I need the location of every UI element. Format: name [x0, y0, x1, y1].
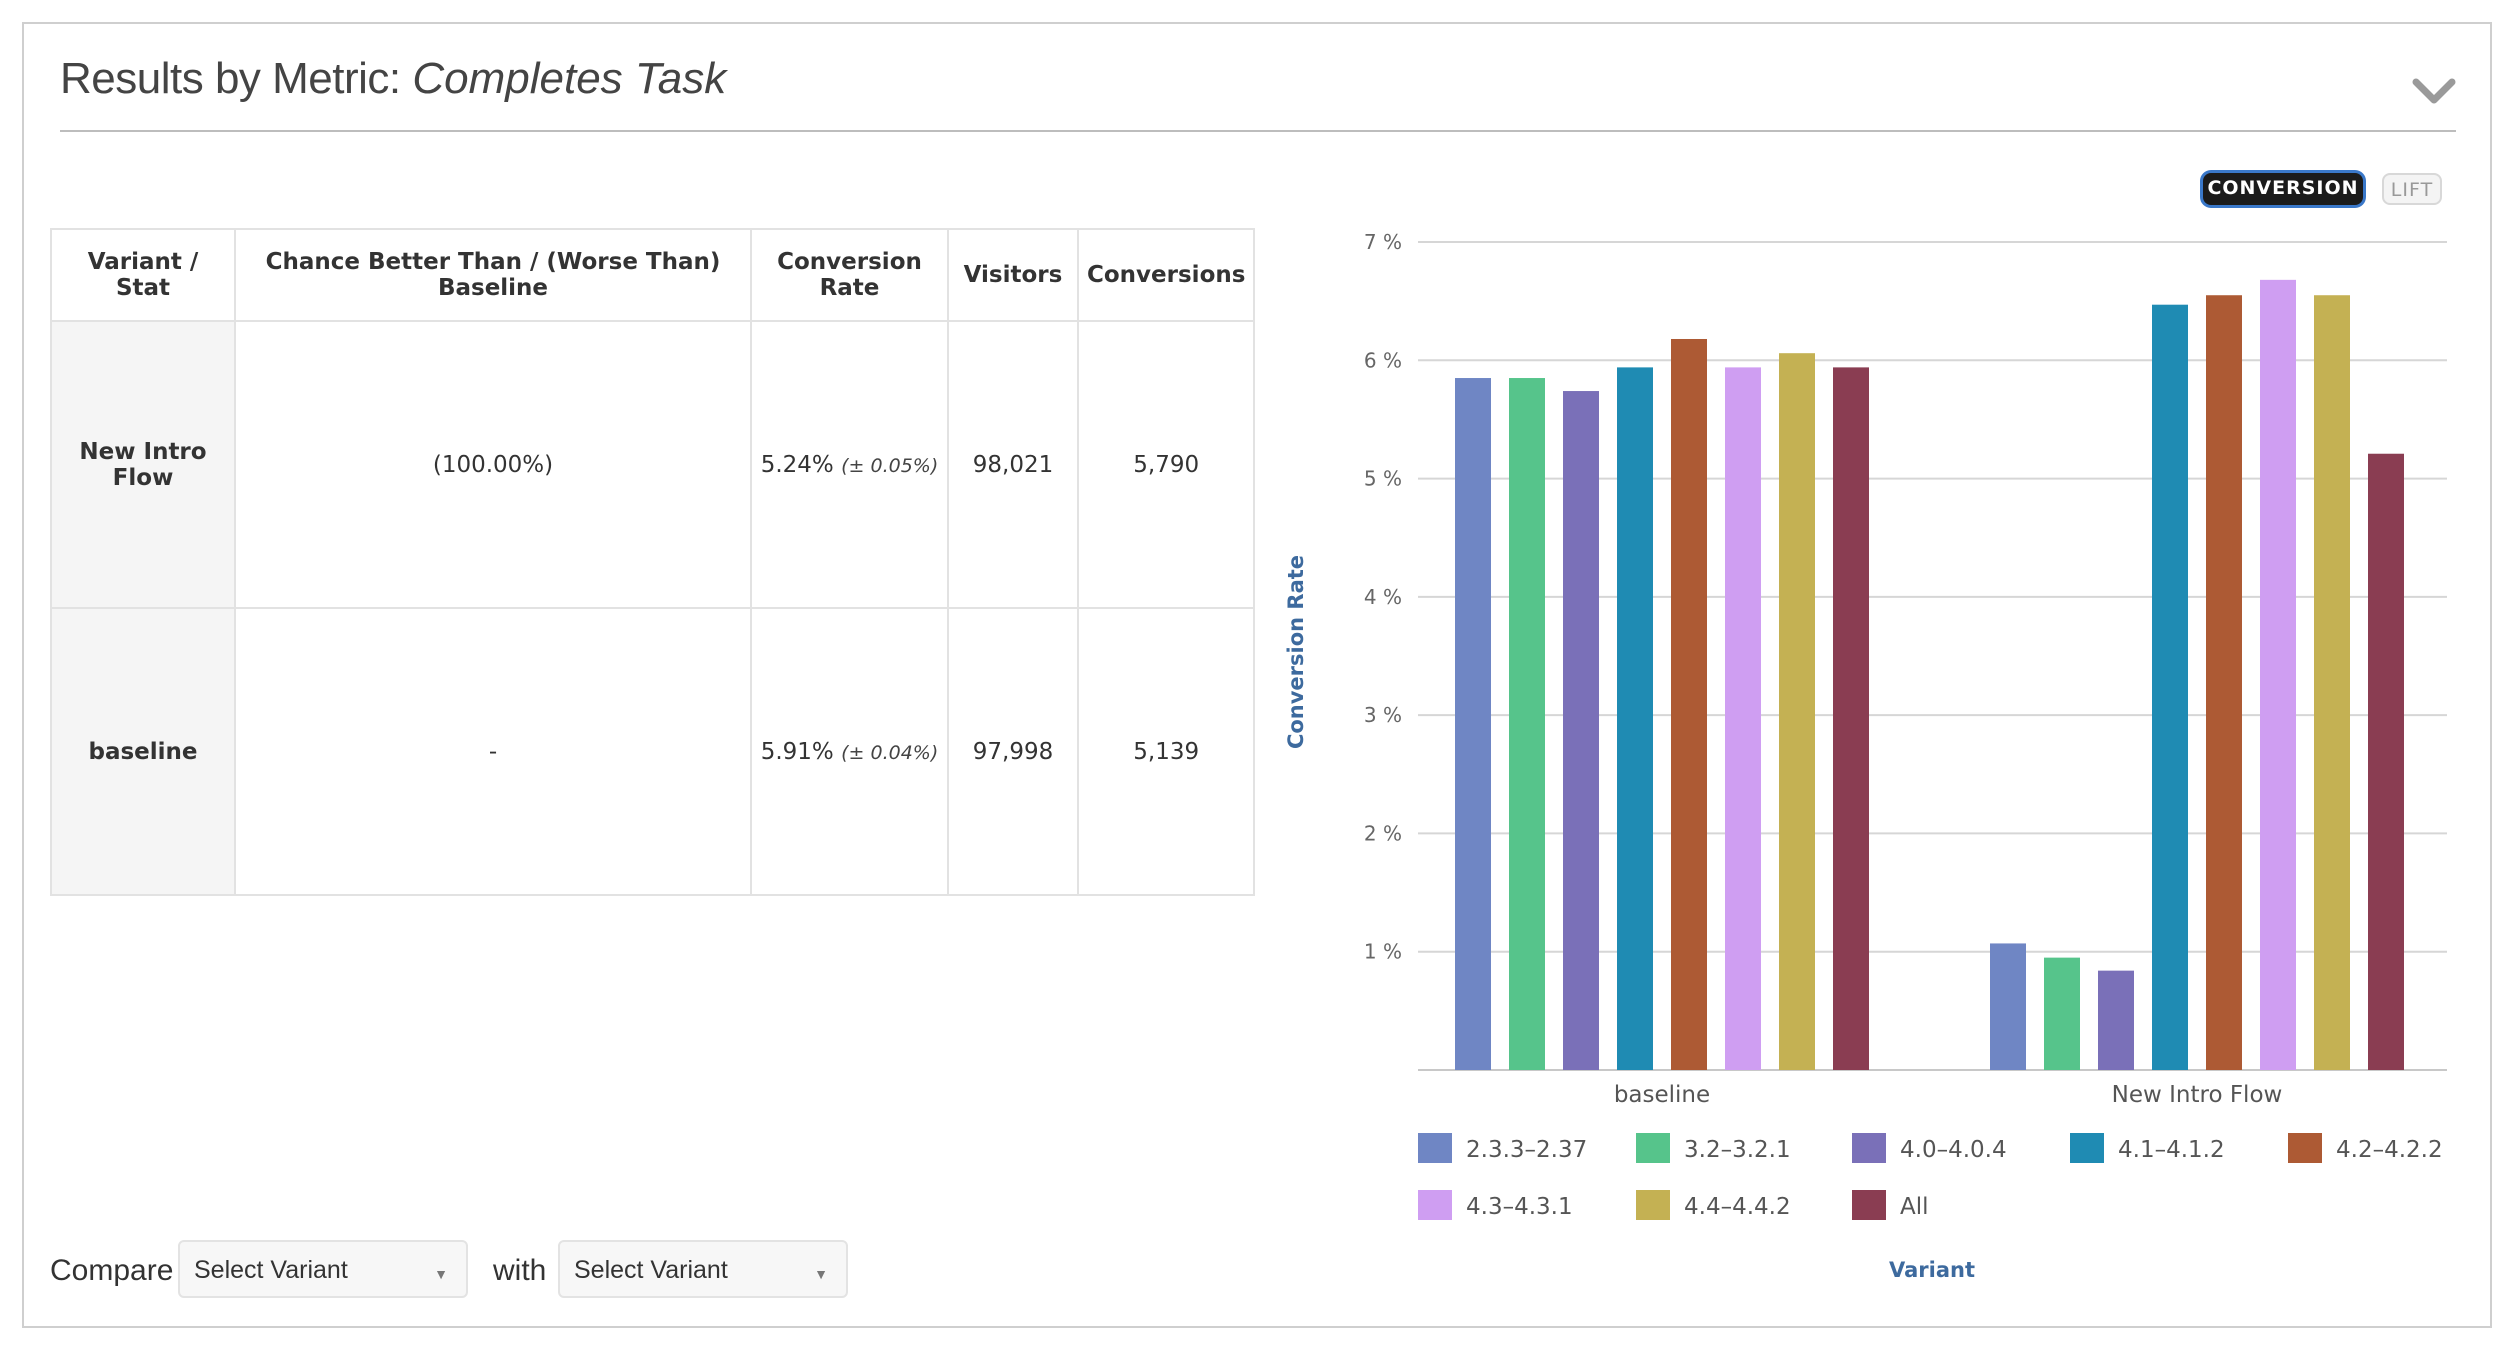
rate-value: 5.91% — [760, 738, 834, 765]
chance-cell: (100.00%) — [234, 320, 752, 609]
select-a-value: Select Variant — [194, 1256, 348, 1284]
table-header-row: Variant / Stat Chance Better Than / (Wor… — [50, 228, 1256, 322]
column-header: Conversion Rate — [750, 228, 949, 322]
chart-bar — [1990, 943, 2026, 1070]
legend-label: All — [1900, 1194, 1929, 1220]
y-tick-label: 1 % — [1364, 940, 1402, 964]
select-caret-icon: ▼ — [814, 1266, 828, 1282]
chart-bar — [2368, 453, 2404, 1070]
select-b-value: Select Variant — [574, 1256, 728, 1284]
select-caret-icon: ▼ — [434, 1266, 448, 1282]
title-lead: Results by Metric: — [60, 54, 413, 103]
legend-swatch — [1636, 1133, 1670, 1163]
chart-bar — [1563, 391, 1599, 1070]
compare-variant-select-a[interactable]: Select Variant ▼ — [178, 1240, 468, 1298]
compare-label: Compare — [50, 1254, 174, 1287]
x-axis-title: Variant — [1889, 1258, 1975, 1282]
legend-label: 4.3–4.3.1 — [1466, 1194, 1573, 1220]
variant-cell: baseline — [50, 607, 236, 896]
y-tick-label: 4 % — [1364, 585, 1402, 609]
legend-label: 4.1–4.1.2 — [2118, 1137, 2225, 1163]
chart-bar — [2098, 970, 2134, 1070]
x-category-label: New Intro Flow — [2112, 1082, 2283, 1108]
results-table: Variant / Stat Chance Better Than / (Wor… — [50, 228, 1256, 896]
chart-bar — [2044, 957, 2080, 1070]
page-title: Results by Metric: Completes Task — [60, 54, 726, 104]
legend-swatch — [1418, 1133, 1452, 1163]
legend-label: 3.2–3.2.1 — [1684, 1137, 1791, 1163]
chart-bar — [1725, 367, 1761, 1071]
chart-bar — [2206, 295, 2242, 1070]
y-tick-label: 2 % — [1364, 821, 1402, 845]
rate-cell: 5.24% (± 0.05%) — [750, 320, 949, 609]
legend-swatch — [2288, 1133, 2322, 1163]
column-header: Visitors — [947, 228, 1079, 322]
conversions-cell: 5,139 — [1076, 607, 1256, 896]
legend-swatch — [1852, 1133, 1886, 1163]
with-label: with — [493, 1254, 547, 1287]
results-header: Results by Metric: Completes Task — [60, 52, 2456, 132]
y-tick-label: 7 % — [1364, 230, 1402, 254]
column-header: Conversions — [1076, 228, 1256, 322]
chevron-down-icon[interactable] — [2412, 68, 2456, 112]
table-row: New Intro Flow (100.00%) 5.24% (± 0.05%)… — [50, 320, 1256, 609]
conversion-toggle[interactable]: CONVERSION — [2203, 173, 2363, 205]
chart-bar — [1779, 353, 1815, 1070]
y-tick-label: 5 % — [1364, 467, 1402, 491]
table-row: baseline - 5.91% (± 0.04%) 97,998 5,139 — [50, 607, 1256, 896]
variant-cell: New Intro Flow — [50, 320, 236, 609]
visitors-cell: 98,021 — [947, 320, 1079, 609]
column-header: Chance Better Than / (Worse Than) Baseli… — [234, 228, 752, 322]
column-header: Variant / Stat — [50, 228, 236, 322]
x-category-label: baseline — [1614, 1082, 1710, 1108]
chart-bar — [1455, 378, 1491, 1070]
title-metric: Completes Task — [412, 54, 727, 103]
legend-label: 4.0–4.0.4 — [1900, 1137, 2007, 1163]
chart-bar — [2260, 279, 2296, 1070]
chart-bar — [2314, 295, 2350, 1070]
visitors-cell: 97,998 — [947, 607, 1079, 896]
y-tick-label: 3 % — [1364, 703, 1402, 727]
compare-variant-select-b[interactable]: Select Variant ▼ — [558, 1240, 848, 1298]
rate-error: (± 0.04%) — [841, 741, 939, 764]
chart-bar — [1617, 367, 1653, 1071]
chart-bar — [1833, 367, 1869, 1071]
legend-swatch — [1636, 1190, 1670, 1220]
rate-error: (± 0.05%) — [841, 454, 939, 477]
lift-toggle[interactable]: LIFT — [2382, 173, 2442, 205]
legend-swatch — [1852, 1190, 1886, 1220]
y-axis-title: Conversion Rate — [1284, 555, 1308, 749]
conversions-cell: 5,790 — [1076, 320, 1256, 609]
legend-label: 4.2–4.2.2 — [2336, 1137, 2443, 1163]
y-tick-label: 6 % — [1364, 348, 1402, 372]
legend-label: 4.4–4.4.2 — [1684, 1194, 1791, 1220]
rate-cell: 5.91% (± 0.04%) — [750, 607, 949, 896]
legend-swatch — [2070, 1133, 2104, 1163]
legend-swatch — [1418, 1190, 1452, 1220]
chart-bar — [2152, 304, 2188, 1071]
chart-bar — [1509, 378, 1545, 1070]
chart-bar — [1671, 338, 1707, 1071]
legend-label: 2.3.3–2.37 — [1466, 1137, 1587, 1163]
rate-value: 5.24% — [760, 451, 834, 478]
chance-cell: - — [234, 607, 752, 896]
